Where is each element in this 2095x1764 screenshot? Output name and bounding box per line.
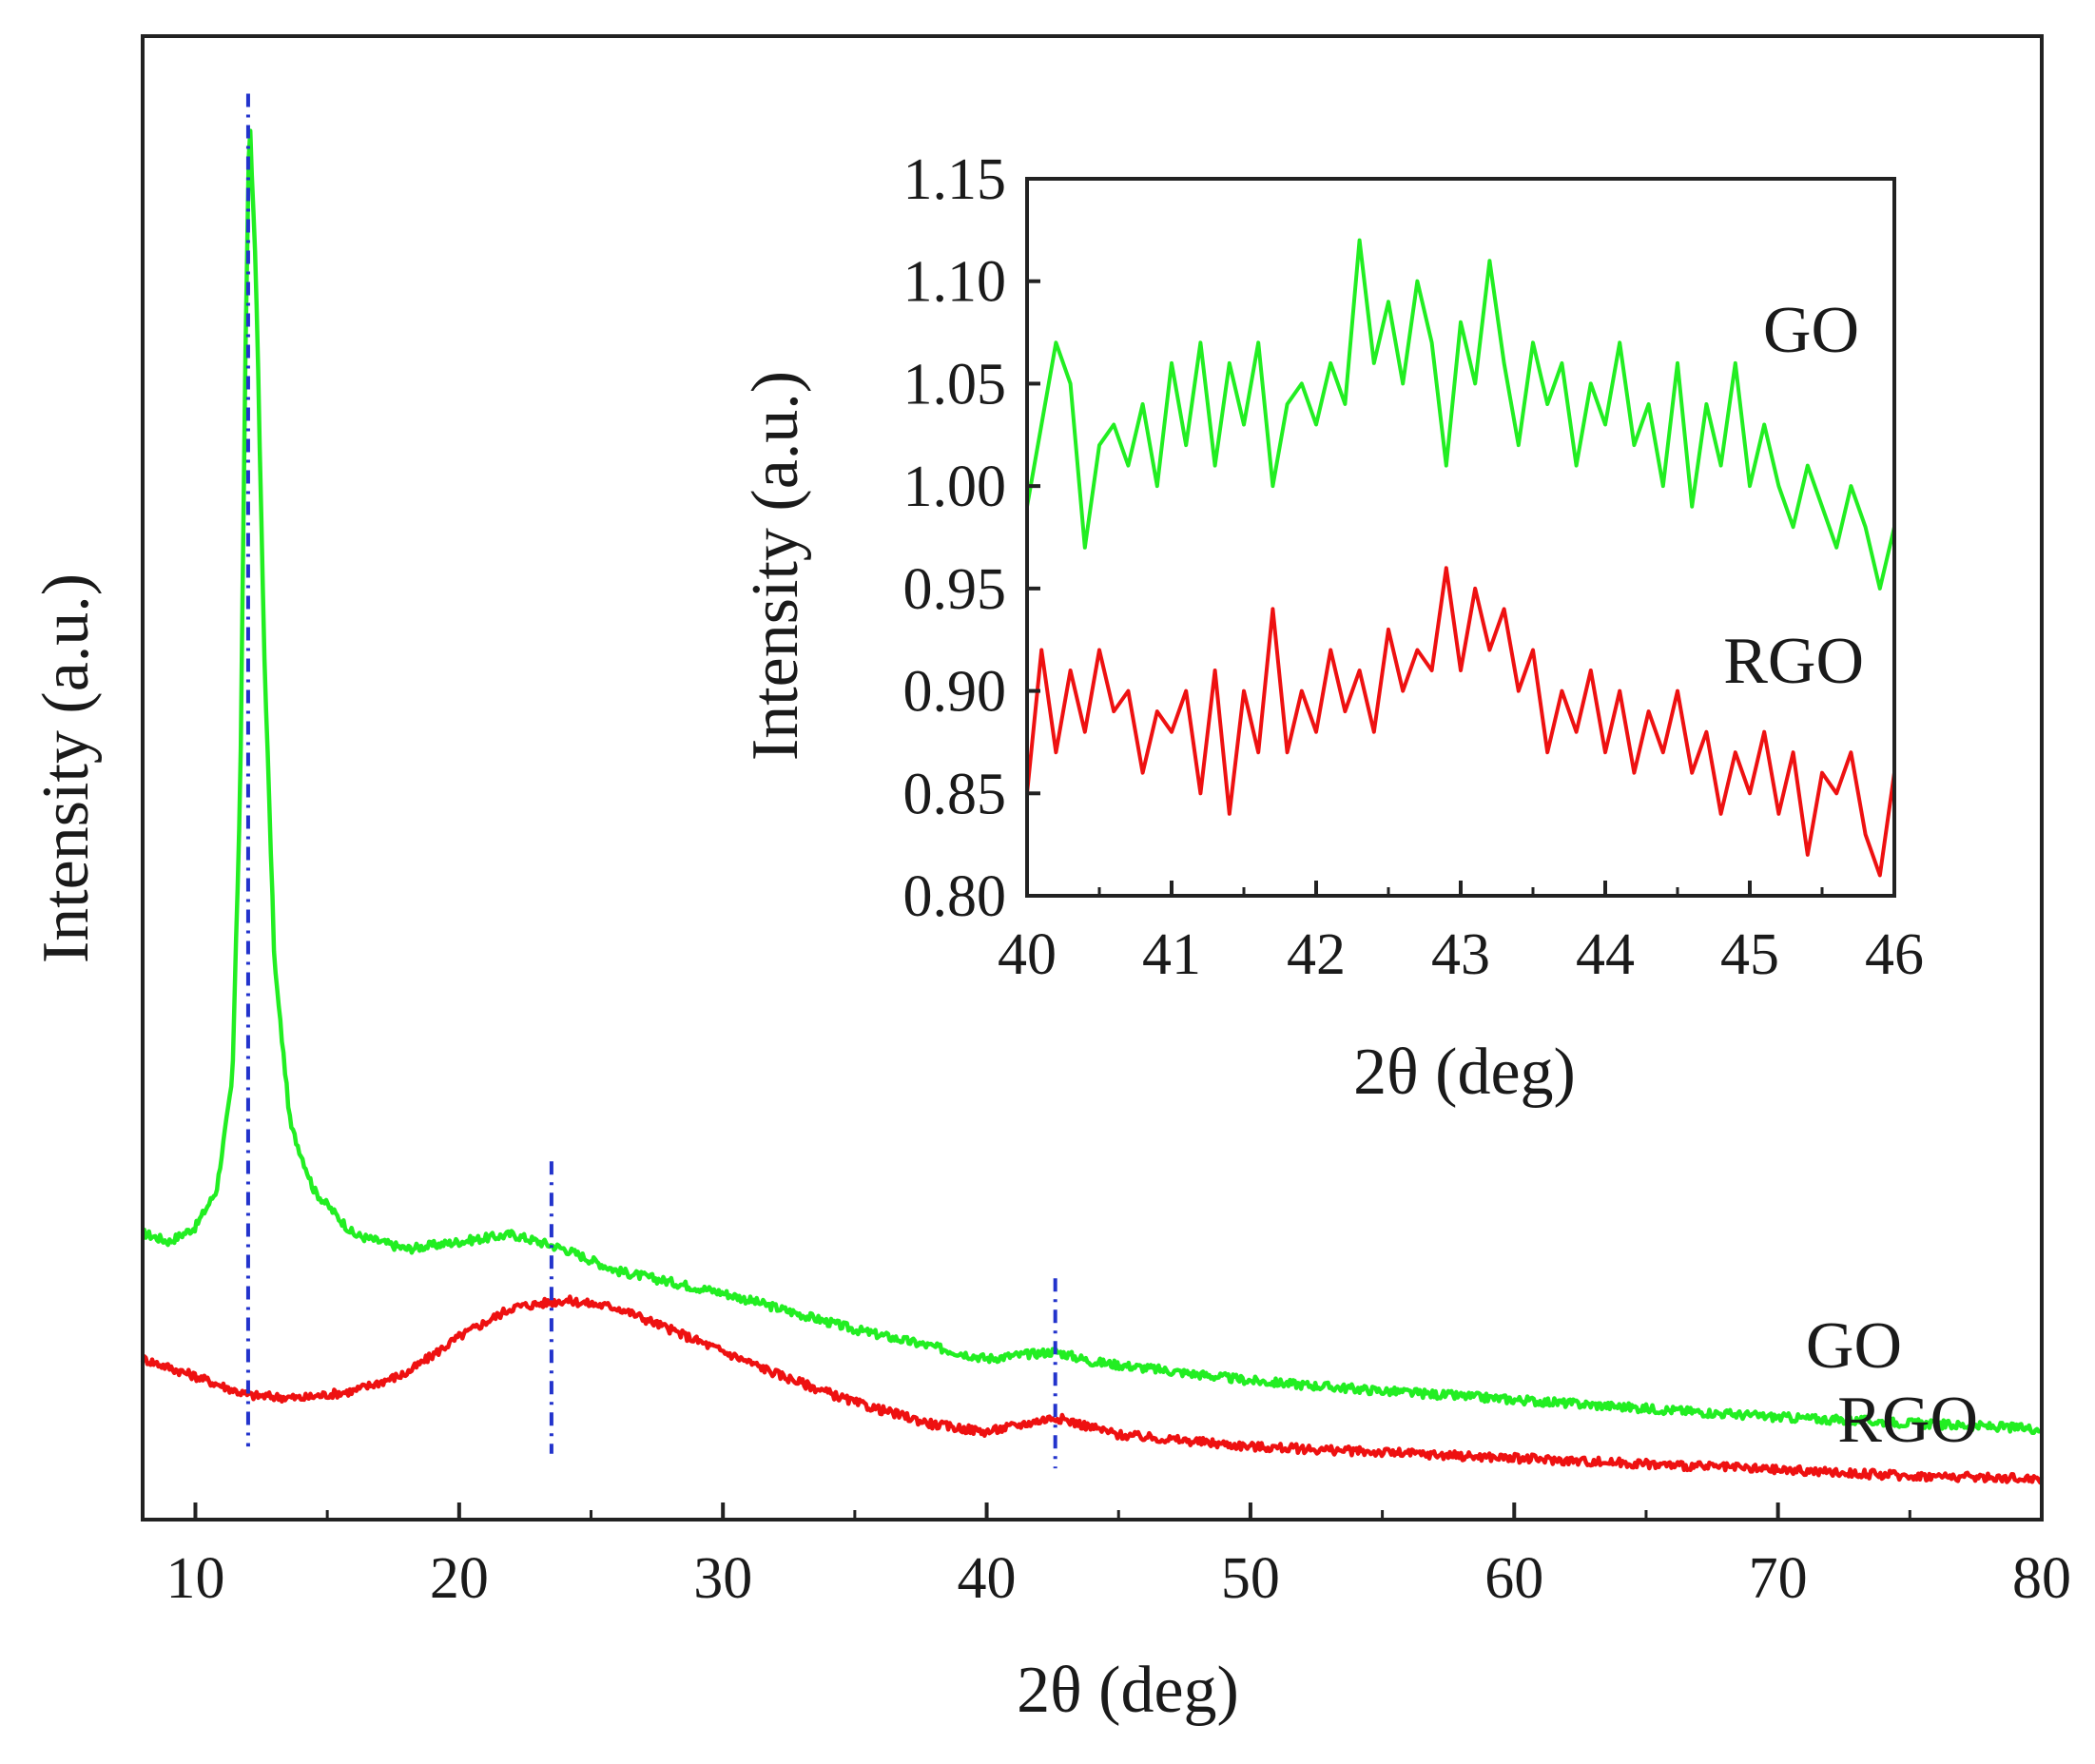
inset-series-label-rgo: RGO	[1723, 625, 1864, 698]
main-x-tick-label-20: 20	[430, 1546, 489, 1611]
main-x-tick-label-30: 30	[693, 1546, 752, 1611]
main-series-go-line	[142, 128, 2043, 1436]
main-x-ticks: 10 20 30 40 50 60 70 80	[165, 1502, 2071, 1611]
main-x-tick-label-10: 10	[165, 1546, 224, 1611]
inset-x-ticks: 40 41 42 43 44 45 46	[998, 881, 1924, 987]
inset-y-tick-label-1.15: 1.15	[903, 147, 1007, 212]
inset-x-tick-label-43: 43	[1431, 922, 1490, 987]
inset-y-tick-label-0.80: 0.80	[903, 864, 1007, 929]
inset-x-tick-label-41: 41	[1142, 922, 1201, 987]
inset-y-tick-label-1.00: 1.00	[903, 455, 1007, 519]
inset-y-tick-label-0.85: 0.85	[903, 762, 1007, 826]
inset-series-go-line	[1025, 238, 1896, 591]
main-plot-frame	[141, 34, 2044, 1522]
inset-x-tick-label-46: 46	[1865, 922, 1924, 987]
inset-series-layer	[1025, 238, 1896, 878]
inset-y-tick-label-1.10: 1.10	[903, 250, 1007, 315]
main-x-tick-label-40: 40	[958, 1546, 1017, 1611]
main-x-tick-label-50: 50	[1221, 1546, 1280, 1611]
inset-chart: 40 41 42 43 44 45 46 0.80 0.85 0.90 0.95 1.00 1.05 1…	[739, 147, 1924, 1109]
inset-x-tick-label-40: 40	[998, 922, 1057, 987]
inset-series-label-go: GO	[1763, 294, 1859, 367]
inset-background	[1027, 179, 1894, 896]
main-chart: 10 20 30 40 50 60 70 80 GO RGO 2θ (deg) Intensi…	[29, 34, 2071, 1727]
inset-y-tick-label-0.90: 0.90	[903, 660, 1007, 725]
main-x-tick-label-80: 80	[2012, 1546, 2071, 1611]
main-series-rgo-line	[140, 1294, 2045, 1485]
inset-series-rgo-line	[1025, 566, 1896, 878]
inset-y-tick-label-1.05: 1.05	[903, 352, 1007, 417]
main-series-label-rgo: RGO	[1837, 1384, 1978, 1457]
main-series-layer	[140, 128, 2045, 1485]
main-x-tick-label-60: 60	[1484, 1546, 1543, 1611]
inset-x-axis-title: 2θ (deg)	[1353, 1036, 1576, 1109]
inset-y-ticks: 0.80 0.85 0.90 0.95 1.00 1.05 1.10 1.15	[903, 147, 1040, 929]
main-y-axis-title: Intensity (a.u.)	[29, 573, 103, 963]
main-x-tick-label-70: 70	[1749, 1546, 1808, 1611]
main-series-label-go: GO	[1806, 1309, 1902, 1383]
inset-x-tick-label-42: 42	[1287, 922, 1346, 987]
inset-y-tick-label-0.95: 0.95	[903, 557, 1007, 622]
main-x-axis-title: 2θ (deg)	[1017, 1654, 1239, 1727]
inset-x-tick-label-45: 45	[1720, 922, 1779, 987]
inset-x-tick-label-44: 44	[1576, 922, 1635, 987]
inset-y-axis-title: Intensity (a.u.)	[739, 371, 812, 761]
main-reference-lines	[245, 93, 1057, 1469]
